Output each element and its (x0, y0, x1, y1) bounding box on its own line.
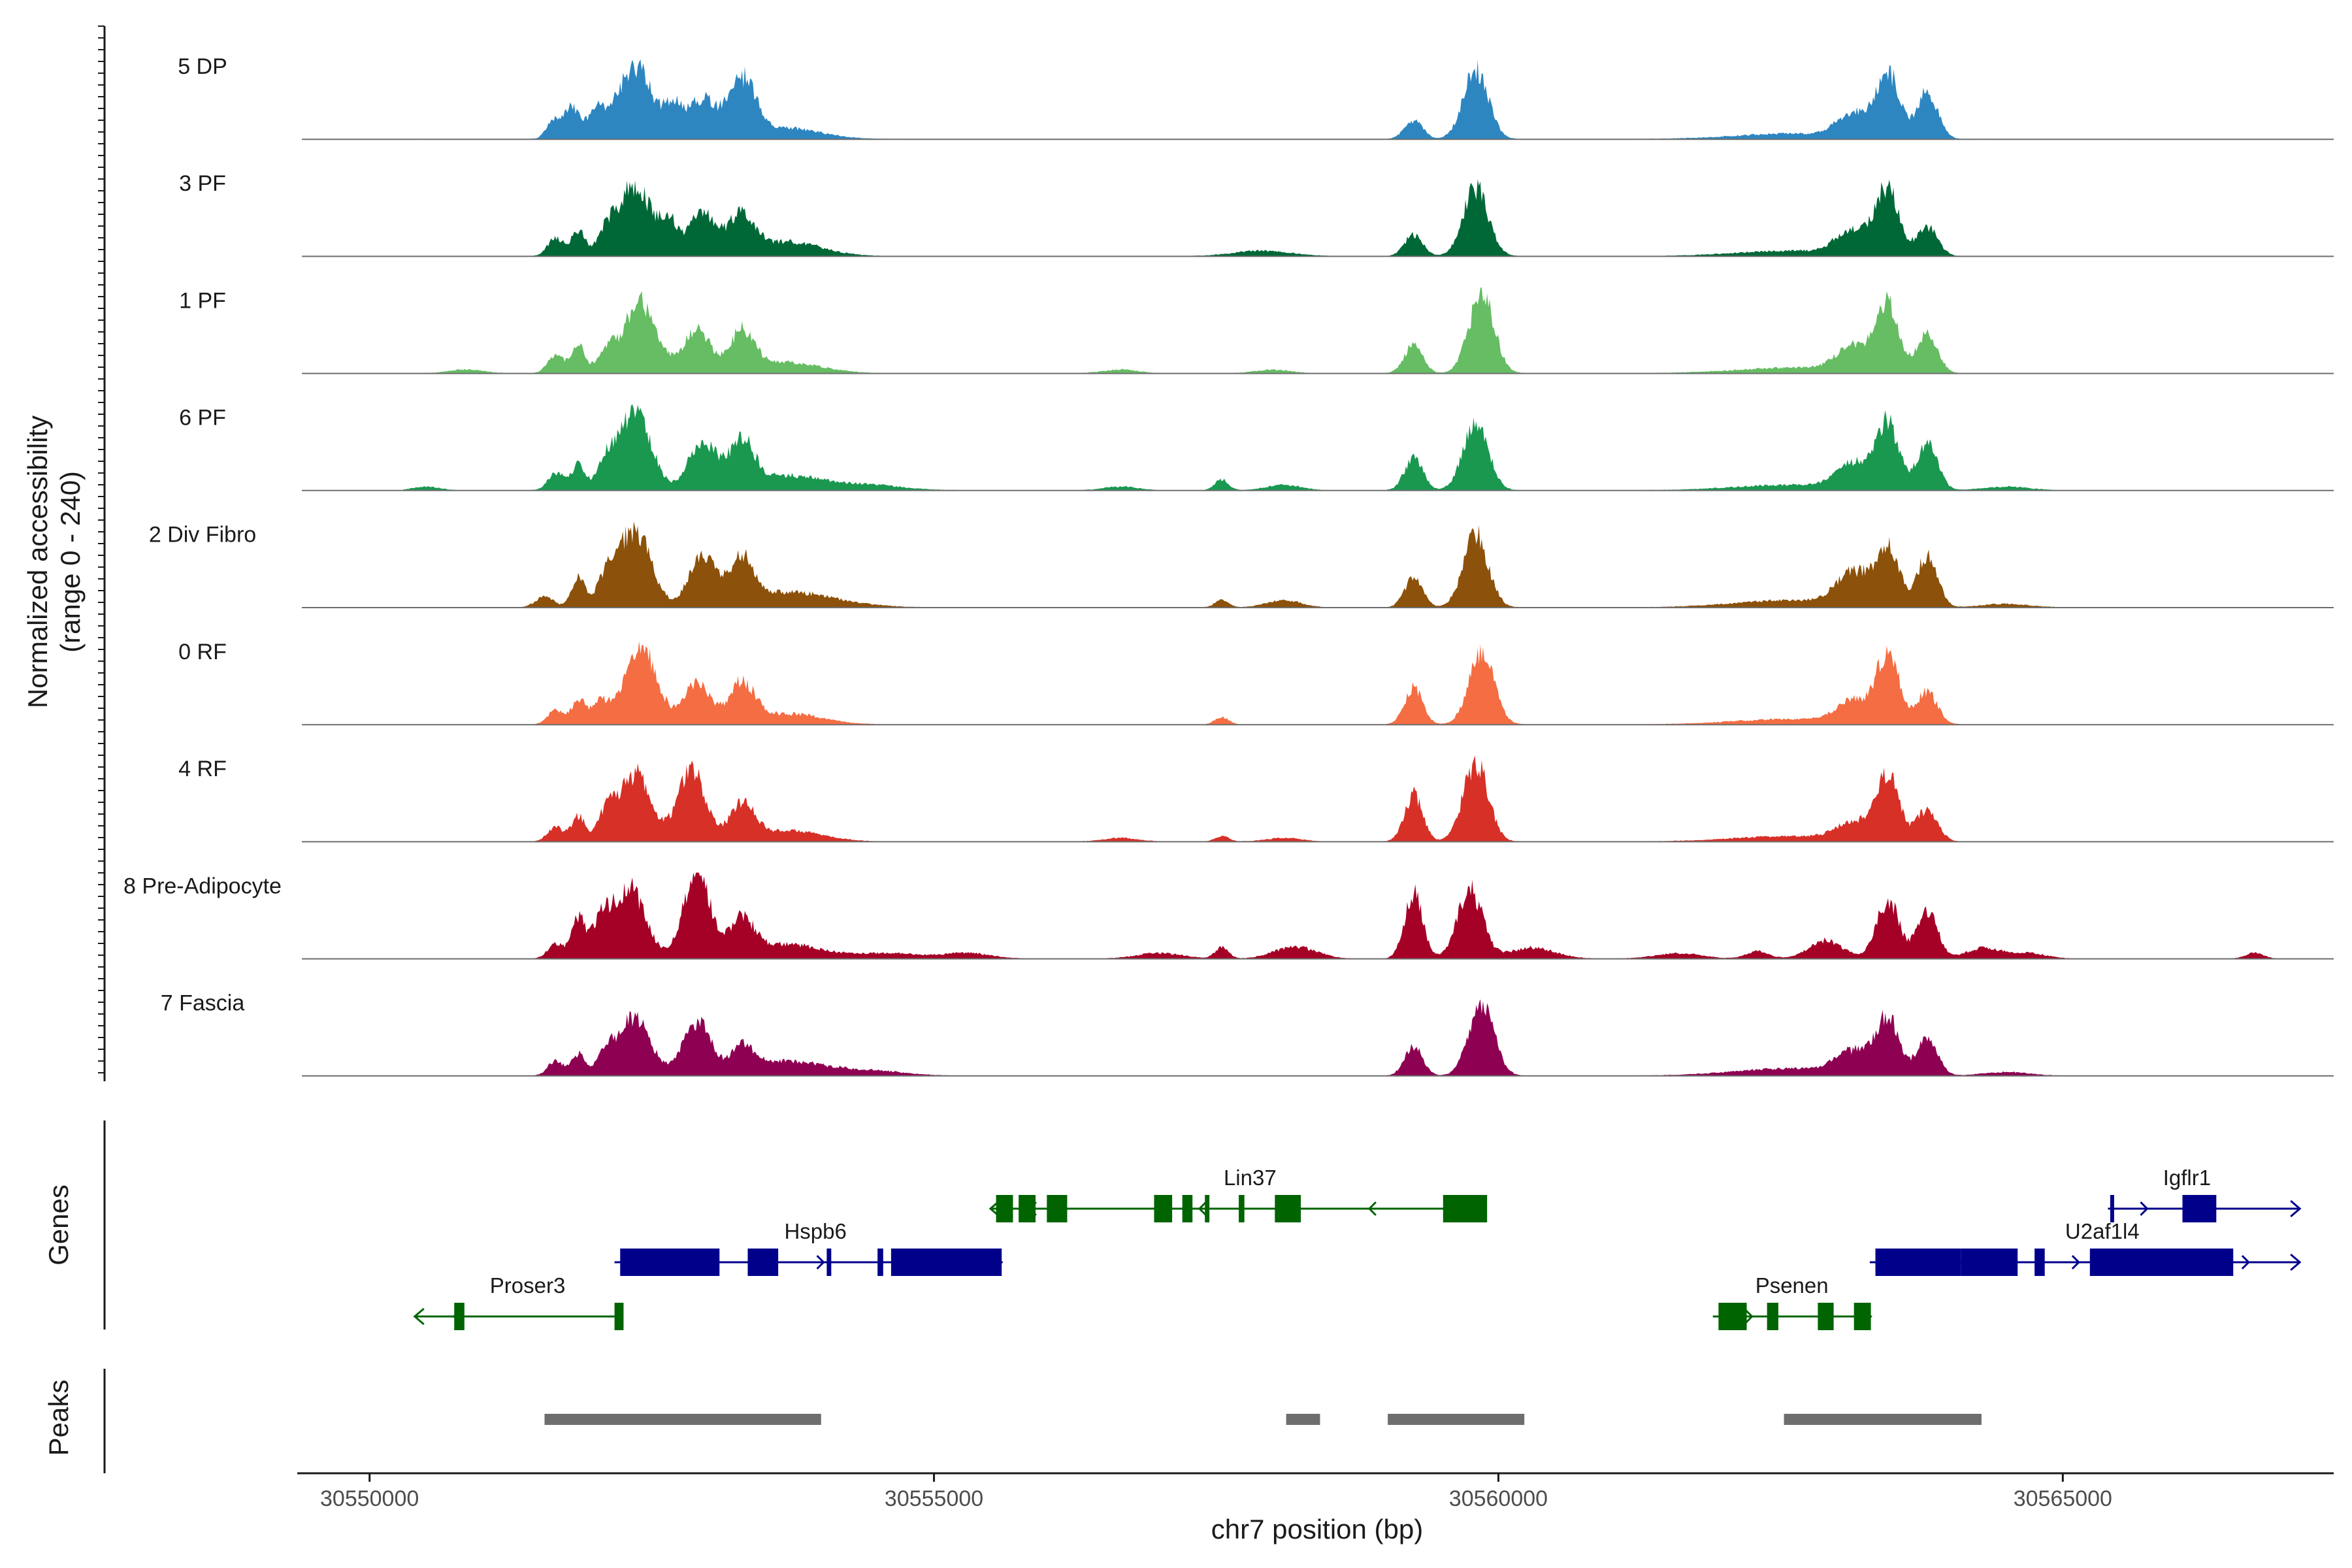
gene-exon (1854, 1303, 1871, 1330)
peak-region (1784, 1414, 1982, 1425)
gene-igflr1: Igflr1 (2108, 1166, 2302, 1222)
gene-exon (877, 1249, 883, 1276)
peak-region (1388, 1414, 1525, 1425)
y-axis-title-line1: Normalized accessibility (22, 416, 53, 708)
gene-exon (890, 1249, 1002, 1276)
y-axis-title-line2: (range 0 - 240) (55, 471, 86, 653)
track-label: 6 PF (179, 406, 226, 431)
gene-label: U2af1l4 (2065, 1219, 2140, 1243)
coverage-area (403, 999, 2278, 1076)
gene-psenen: Psenen (1712, 1273, 1872, 1330)
track-label: 5 DP (178, 54, 227, 79)
genes-panel-title: Genes (43, 1184, 74, 1266)
strand-arrow (413, 1307, 425, 1326)
x-tick-label: 30555000 (885, 1486, 983, 1511)
gene-exon (1047, 1195, 1068, 1222)
track-label: 1 PF (179, 288, 226, 313)
gene-exon (620, 1249, 720, 1276)
x-tick-label: 30550000 (320, 1486, 419, 1511)
track-label: 0 RF (178, 640, 227, 664)
x-axis-title: chr7 position (bp) (1211, 1514, 1424, 1544)
gene-label: Lin37 (1224, 1166, 1277, 1190)
peaks-panel-title: Peaks (43, 1380, 74, 1456)
y-axis-title: Normalized accessibility (range 0 - 240) (22, 416, 86, 708)
gene-label: Psenen (1756, 1273, 1829, 1298)
strand-arrow (1198, 1201, 1207, 1217)
track-2: 1 PF (179, 287, 2334, 374)
track-0: 5 DP (178, 54, 2334, 140)
track-6: 4 RF (178, 755, 2334, 843)
gene-exon (1767, 1303, 1778, 1330)
gene-exon (1275, 1195, 1301, 1222)
gene-exon (996, 1195, 1013, 1222)
track-label: 2 Div Fibro (149, 523, 256, 547)
gene-exon (1239, 1195, 1245, 1222)
gene-exon (747, 1249, 779, 1276)
track-7: 8 Pre-Adipocyte (123, 872, 2334, 960)
gene-exon (1019, 1195, 1036, 1222)
gene-exon (2182, 1195, 2217, 1222)
coverage-area (403, 872, 2278, 959)
gene-label: Igflr1 (2163, 1166, 2211, 1190)
gene-exon (1961, 1249, 2018, 1276)
gene-lin37: Lin37 (988, 1166, 1488, 1222)
strand-arrow (2071, 1254, 2081, 1270)
gene-proser3: Proser3 (413, 1273, 624, 1330)
track-label: 7 Fascia (161, 991, 245, 1016)
peak-region (1286, 1414, 1320, 1425)
x-tick-label: 30560000 (1449, 1486, 1548, 1511)
track-5: 0 RF (178, 640, 2334, 726)
strand-arrow (1744, 1309, 1754, 1324)
coverage-area (403, 755, 2278, 842)
x-tick-label: 30565000 (2014, 1486, 2112, 1511)
gene-exon (1154, 1195, 1173, 1222)
gene-exon (1718, 1303, 1747, 1330)
strand-arrow (816, 1254, 825, 1270)
gene-exon (1205, 1195, 1210, 1222)
coverage-area (403, 521, 2278, 608)
track-label: 8 Pre-Adipocyte (123, 874, 282, 898)
gene-exon (2110, 1195, 2114, 1222)
strand-arrow (2140, 1201, 2149, 1217)
track-8: 7 Fascia (161, 991, 2334, 1077)
strand-arrow (2290, 1200, 2302, 1218)
coverage-area (403, 641, 2278, 725)
gene-exon (1875, 1249, 1961, 1276)
track-label: 4 RF (178, 757, 227, 781)
strand-arrow (2241, 1254, 2251, 1270)
gene-exon (2034, 1249, 2045, 1276)
gene-exon (454, 1303, 465, 1330)
gene-exon (826, 1249, 832, 1276)
peak-region (544, 1414, 821, 1425)
gene-exon (2089, 1249, 2234, 1276)
gene-hspb6: Hspb6 (614, 1219, 1004, 1276)
strand-arrow (2290, 1253, 2302, 1271)
strand-arrow (1367, 1201, 1377, 1217)
gene-label: Hspb6 (784, 1219, 846, 1243)
coverage-area (403, 404, 2278, 491)
track-label: 3 PF (179, 171, 226, 196)
track-3: 6 PF (179, 404, 2334, 491)
track-4: 2 Div Fibro (149, 521, 2334, 608)
gene-exon (1443, 1195, 1488, 1222)
gene-exon (1182, 1195, 1193, 1222)
gene-exon (614, 1303, 624, 1330)
coverage-area (403, 59, 2278, 140)
gene-u2af1l4: U2af1l4 (1869, 1219, 2302, 1276)
gene-exon (1818, 1303, 1834, 1330)
coverage-area (403, 179, 2278, 257)
gene-label: Proser3 (490, 1273, 566, 1298)
coverage-area (403, 287, 2278, 374)
track-1: 3 PF (179, 171, 2334, 257)
